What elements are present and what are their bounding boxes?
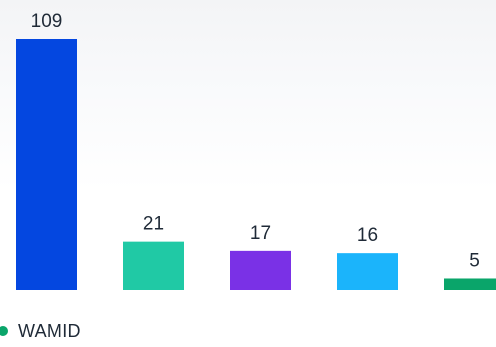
bar-3[interactable] [230,250,291,290]
bar-chart: 109 21 17 16 5 [16,11,496,290]
bar-value-label-2: 21 [143,214,164,235]
bar-4[interactable] [337,253,398,290]
bar-value-label-3: 17 [250,223,271,244]
bar-1[interactable] [16,39,77,290]
bar-2[interactable] [123,241,184,290]
bar-value-label-5: 5 [469,250,480,271]
bar-value-label-4: 16 [357,225,378,246]
bar-5[interactable] [444,278,496,290]
bar-value-label-1: 109 [31,11,63,32]
legend[interactable]: WAMID [0,318,81,344]
legend-label: WAMID [18,320,81,341]
legend-marker [0,326,8,336]
